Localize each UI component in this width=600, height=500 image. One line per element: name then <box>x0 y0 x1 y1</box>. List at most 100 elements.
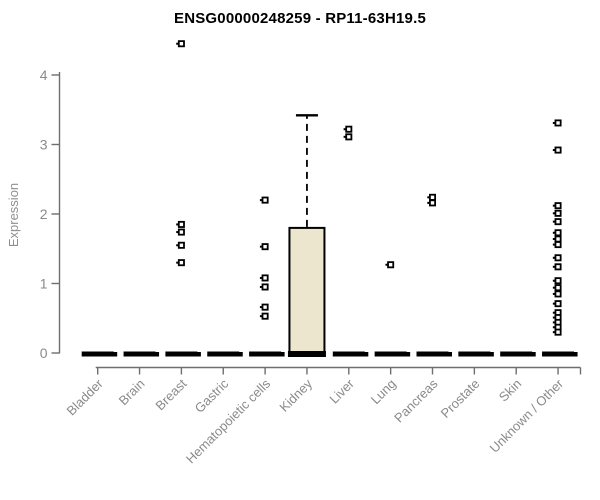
data-point-nub <box>552 231 555 234</box>
category-label: Skin <box>496 376 524 404</box>
zero-point <box>531 352 536 357</box>
flat-box-bar <box>207 351 240 357</box>
category-label: Breast <box>152 376 189 413</box>
zero-point <box>154 352 160 357</box>
data-point-nub <box>552 292 555 295</box>
data-point <box>554 290 562 298</box>
median-bar <box>287 351 326 357</box>
data-point <box>261 312 269 320</box>
category-label: Unknown / Other <box>487 376 567 456</box>
data-point-nub <box>385 263 388 266</box>
data-point-nub <box>552 286 555 289</box>
data-point-nub <box>552 321 555 324</box>
category-label: Gastric <box>192 376 232 416</box>
data-point <box>428 199 436 207</box>
zero-point <box>112 352 118 357</box>
data-point <box>554 284 562 292</box>
flat-box-bar <box>165 351 198 357</box>
data-point <box>554 209 562 217</box>
data-point-nub <box>552 149 555 152</box>
y-tick-label: 4 <box>40 67 48 83</box>
data-point-nub <box>552 212 555 215</box>
flat-box-bar <box>416 351 449 357</box>
flat-box-bar <box>458 351 491 357</box>
data-point <box>177 228 185 236</box>
flat-box-bar <box>332 351 365 357</box>
zero-point <box>573 352 578 357</box>
category-label: Bladder <box>64 376 107 419</box>
flat-box-bar <box>123 351 156 357</box>
category-label: Brain <box>116 376 148 408</box>
data-point-nub <box>259 315 262 318</box>
category-label: Prostate <box>438 376 483 421</box>
data-point-nub <box>552 243 555 246</box>
data-point <box>554 263 562 271</box>
data-point-nub <box>427 201 430 204</box>
data-point-nub <box>552 311 555 314</box>
flat-box-bar <box>500 351 533 357</box>
data-point-nub <box>552 256 555 259</box>
box-body <box>288 226 326 353</box>
flat-box-bar <box>374 351 407 357</box>
data-point <box>387 261 395 269</box>
category-label: Kidney <box>276 376 315 415</box>
data-point <box>261 274 269 282</box>
data-point-nub <box>176 261 179 264</box>
data-point-nub <box>259 276 262 279</box>
category-label: Liver <box>326 376 357 407</box>
data-point-nub <box>552 121 555 124</box>
flat-box-bar <box>542 351 575 357</box>
data-point <box>261 243 269 251</box>
y-tick-label: 2 <box>40 206 48 222</box>
zero-point <box>447 352 452 357</box>
flat-box-bar <box>249 351 282 357</box>
data-point <box>554 235 562 243</box>
data-point-nub <box>259 245 262 248</box>
data-point <box>554 218 562 226</box>
data-point <box>554 119 562 127</box>
data-point <box>554 146 562 154</box>
data-point <box>554 300 562 308</box>
data-point-nub <box>427 196 430 199</box>
chart-title: ENSG00000248259 - RP11-63H19.5 <box>173 10 426 27</box>
data-point <box>177 220 185 228</box>
data-point-nub <box>552 331 555 334</box>
zero-point <box>196 352 201 357</box>
data-point-nub <box>552 316 555 319</box>
category-label: Lung <box>368 376 399 407</box>
y-tick-label: 1 <box>40 276 48 292</box>
data-point-nub <box>552 279 555 282</box>
data-point <box>345 125 353 133</box>
data-point <box>428 193 436 201</box>
data-point <box>554 241 562 249</box>
data-point-nub <box>552 326 555 329</box>
data-point-nub <box>552 302 555 305</box>
data-point-nub <box>552 238 555 241</box>
data-point <box>177 259 185 267</box>
data-point <box>554 254 562 262</box>
data-point-nub <box>176 42 179 45</box>
data-point-nub <box>343 128 346 131</box>
data-point-nub <box>259 306 262 309</box>
data-point-nub <box>176 223 179 226</box>
data-point-nub <box>552 265 555 268</box>
data-point <box>177 40 185 48</box>
data-point-nub <box>259 199 262 202</box>
data-point-nub <box>259 285 262 288</box>
data-point <box>345 133 353 141</box>
data-point <box>554 328 562 336</box>
y-axis-label: Expression <box>6 182 21 248</box>
zero-point <box>280 352 285 357</box>
data-point <box>261 303 269 311</box>
data-point-nub <box>343 135 346 138</box>
zero-point <box>405 352 411 357</box>
y-tick-label: 3 <box>40 137 48 153</box>
data-point <box>261 196 269 204</box>
data-point-nub <box>552 220 555 223</box>
data-point <box>177 241 185 249</box>
zero-point <box>238 352 243 357</box>
data-point-nub <box>176 231 179 234</box>
data-point-nub <box>176 244 179 247</box>
